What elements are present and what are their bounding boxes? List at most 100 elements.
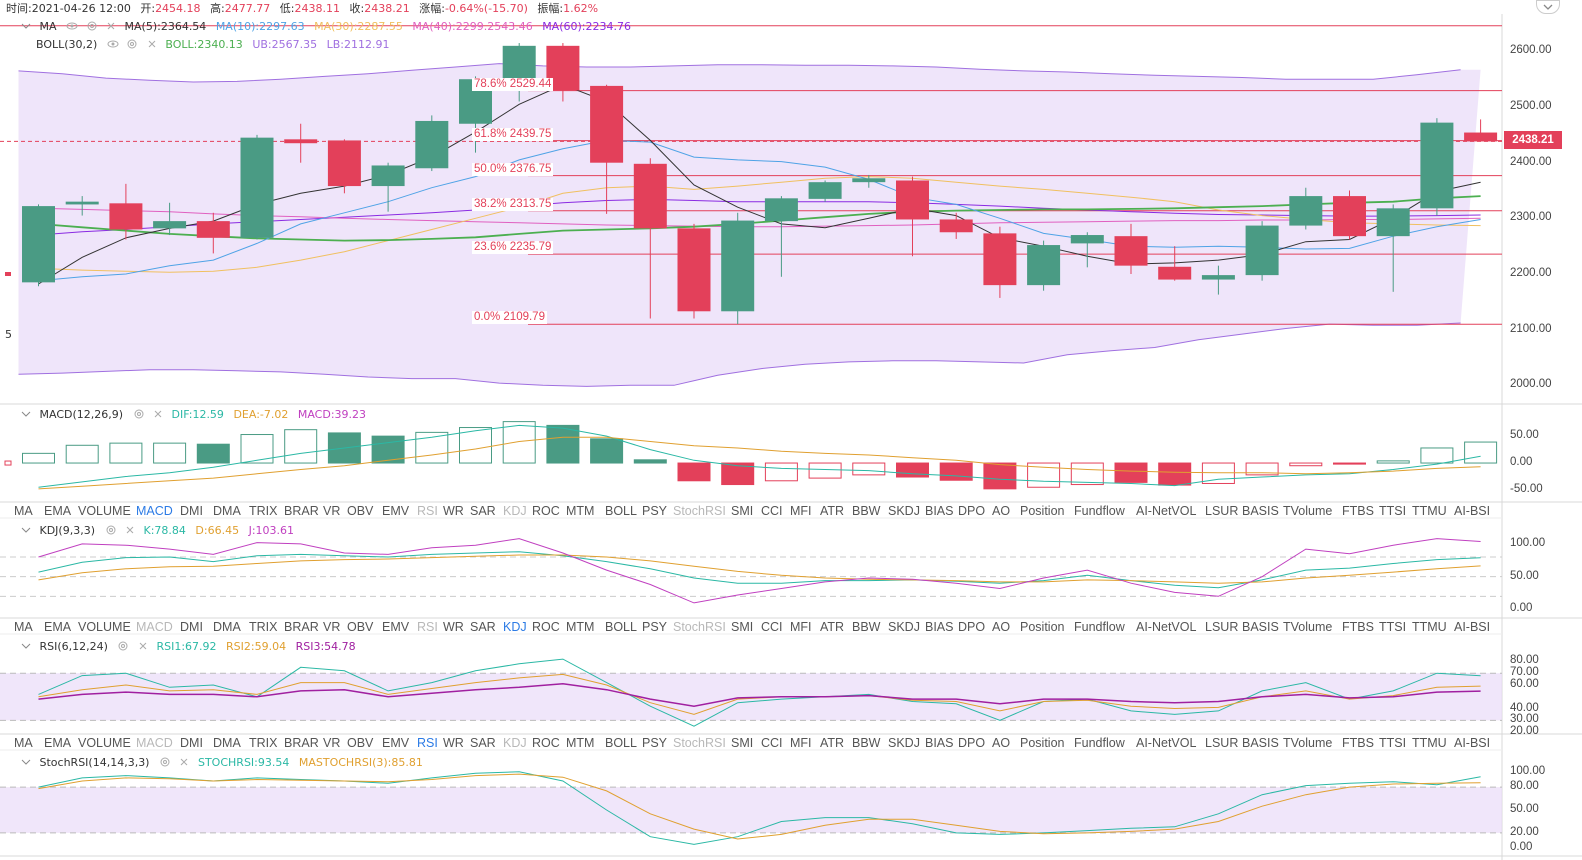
tab-bbw[interactable]: BBW <box>852 620 881 634</box>
tab-mtm[interactable]: MTM <box>566 736 595 750</box>
tab-obv[interactable]: OBV <box>347 736 374 750</box>
tab-ttsi[interactable]: TTSI <box>1379 620 1407 634</box>
tab-kdj[interactable]: KDJ <box>503 620 527 634</box>
tab-ai-bsi[interactable]: AI-BSI <box>1454 736 1491 750</box>
tab-boll[interactable]: BOLL <box>605 504 637 518</box>
tab-smi[interactable]: SMI <box>731 620 754 634</box>
tab-cci[interactable]: CCI <box>761 736 783 750</box>
tab-roc[interactable]: ROC <box>532 736 560 750</box>
tab-trix[interactable]: TRIX <box>249 736 278 750</box>
tab-wr[interactable]: WR <box>443 504 464 518</box>
tab-skdj[interactable]: SKDJ <box>888 504 920 518</box>
tab-psy[interactable]: PSY <box>642 620 668 634</box>
tab-position[interactable]: Position <box>1020 504 1065 518</box>
tab-mfi[interactable]: MFI <box>790 620 812 634</box>
tab-brar[interactable]: BRAR <box>284 620 319 634</box>
tab-sar[interactable]: SAR <box>470 620 496 634</box>
tab-rsi[interactable]: RSI <box>417 620 438 634</box>
close-icon[interactable] <box>137 640 149 652</box>
tab-vr[interactable]: VR <box>323 736 341 750</box>
tab-bias[interactable]: BIAS <box>925 736 954 750</box>
settings-icon[interactable] <box>126 38 138 50</box>
settings-icon[interactable] <box>86 20 98 32</box>
tab-fundflow[interactable]: Fundflow <box>1074 620 1125 634</box>
tab-position[interactable]: Position <box>1020 736 1065 750</box>
tab-trix[interactable]: TRIX <box>249 504 278 518</box>
tab-atr[interactable]: ATR <box>820 620 845 634</box>
tab-macd[interactable]: MACD <box>136 736 173 750</box>
tab-bias[interactable]: BIAS <box>925 620 954 634</box>
tab-basis[interactable]: BASIS <box>1242 620 1279 634</box>
tab-fundflow[interactable]: Fundflow <box>1074 504 1125 518</box>
settings-icon[interactable] <box>159 756 171 768</box>
tab-dpo[interactable]: DPO <box>958 736 986 750</box>
chevron-down-icon[interactable] <box>20 756 32 768</box>
tab-fundflow[interactable]: Fundflow <box>1074 736 1125 750</box>
tab-emv[interactable]: EMV <box>382 620 410 634</box>
tab-boll[interactable]: BOLL <box>605 736 637 750</box>
tab-ttsi[interactable]: TTSI <box>1379 736 1407 750</box>
tab-basis[interactable]: BASIS <box>1242 736 1279 750</box>
tab-ao[interactable]: AO <box>992 504 1011 518</box>
chevron-down-icon[interactable] <box>20 408 32 420</box>
tab-brar[interactable]: BRAR <box>284 504 319 518</box>
tab-lsur[interactable]: LSUR <box>1205 736 1239 750</box>
tab-volume[interactable]: VOLUME <box>78 736 131 750</box>
tab-ai-netvol[interactable]: AI-NetVOL <box>1136 736 1197 750</box>
tab-skdj[interactable]: SKDJ <box>888 620 920 634</box>
close-icon[interactable] <box>105 20 117 32</box>
tab-obv[interactable]: OBV <box>347 504 374 518</box>
tab-bbw[interactable]: BBW <box>852 504 881 518</box>
tab-mtm[interactable]: MTM <box>566 620 595 634</box>
tab-ttmu[interactable]: TTMU <box>1412 620 1447 634</box>
tab-ema[interactable]: EMA <box>44 736 72 750</box>
tab-ao[interactable]: AO <box>992 736 1011 750</box>
eye-icon[interactable] <box>107 38 119 50</box>
tab-psy[interactable]: PSY <box>642 736 668 750</box>
close-icon[interactable] <box>178 756 190 768</box>
tab-dpo[interactable]: DPO <box>958 504 986 518</box>
tab-mtm[interactable]: MTM <box>566 504 595 518</box>
tab-smi[interactable]: SMI <box>731 504 754 518</box>
tab-ai-netvol[interactable]: AI-NetVOL <box>1136 620 1197 634</box>
tab-emv[interactable]: EMV <box>382 736 410 750</box>
tab-ma[interactable]: MA <box>14 620 33 634</box>
tab-mfi[interactable]: MFI <box>790 736 812 750</box>
tab-volume[interactable]: VOLUME <box>78 620 131 634</box>
tab-ftbs[interactable]: FTBS <box>1342 504 1374 518</box>
chevron-down-icon[interactable] <box>20 640 32 652</box>
tab-wr[interactable]: WR <box>443 736 464 750</box>
tab-volume[interactable]: VOLUME <box>78 504 131 518</box>
tab-bbw[interactable]: BBW <box>852 736 881 750</box>
tab-basis[interactable]: BASIS <box>1242 504 1279 518</box>
tab-stochrsi[interactable]: StochRSI <box>673 504 726 518</box>
tab-rsi[interactable]: RSI <box>417 504 438 518</box>
eye-icon[interactable] <box>66 20 78 32</box>
tab-ttmu[interactable]: TTMU <box>1412 736 1447 750</box>
tab-ftbs[interactable]: FTBS <box>1342 736 1374 750</box>
tab-dma[interactable]: DMA <box>213 736 241 750</box>
tab-lsur[interactable]: LSUR <box>1205 620 1239 634</box>
tab-stochrsi[interactable]: StochRSI <box>673 736 726 750</box>
tab-vr[interactable]: VR <box>323 504 341 518</box>
settings-icon[interactable] <box>133 408 145 420</box>
chevron-down-icon[interactable] <box>20 524 32 536</box>
tab-vr[interactable]: VR <box>323 620 341 634</box>
tab-dma[interactable]: DMA <box>213 504 241 518</box>
tab-cci[interactable]: CCI <box>761 504 783 518</box>
tab-obv[interactable]: OBV <box>347 620 374 634</box>
tab-ai-bsi[interactable]: AI-BSI <box>1454 620 1491 634</box>
tab-boll[interactable]: BOLL <box>605 620 637 634</box>
tab-psy[interactable]: PSY <box>642 504 668 518</box>
tab-macd[interactable]: MACD <box>136 620 173 634</box>
tab-dma[interactable]: DMA <box>213 620 241 634</box>
tab-cci[interactable]: CCI <box>761 620 783 634</box>
tab-emv[interactable]: EMV <box>382 504 410 518</box>
tab-trix[interactable]: TRIX <box>249 620 278 634</box>
tab-ttmu[interactable]: TTMU <box>1412 504 1447 518</box>
tab-ema[interactable]: EMA <box>44 620 72 634</box>
tab-atr[interactable]: ATR <box>820 736 845 750</box>
tab-position[interactable]: Position <box>1020 620 1065 634</box>
tab-ai-bsi[interactable]: AI-BSI <box>1454 504 1491 518</box>
